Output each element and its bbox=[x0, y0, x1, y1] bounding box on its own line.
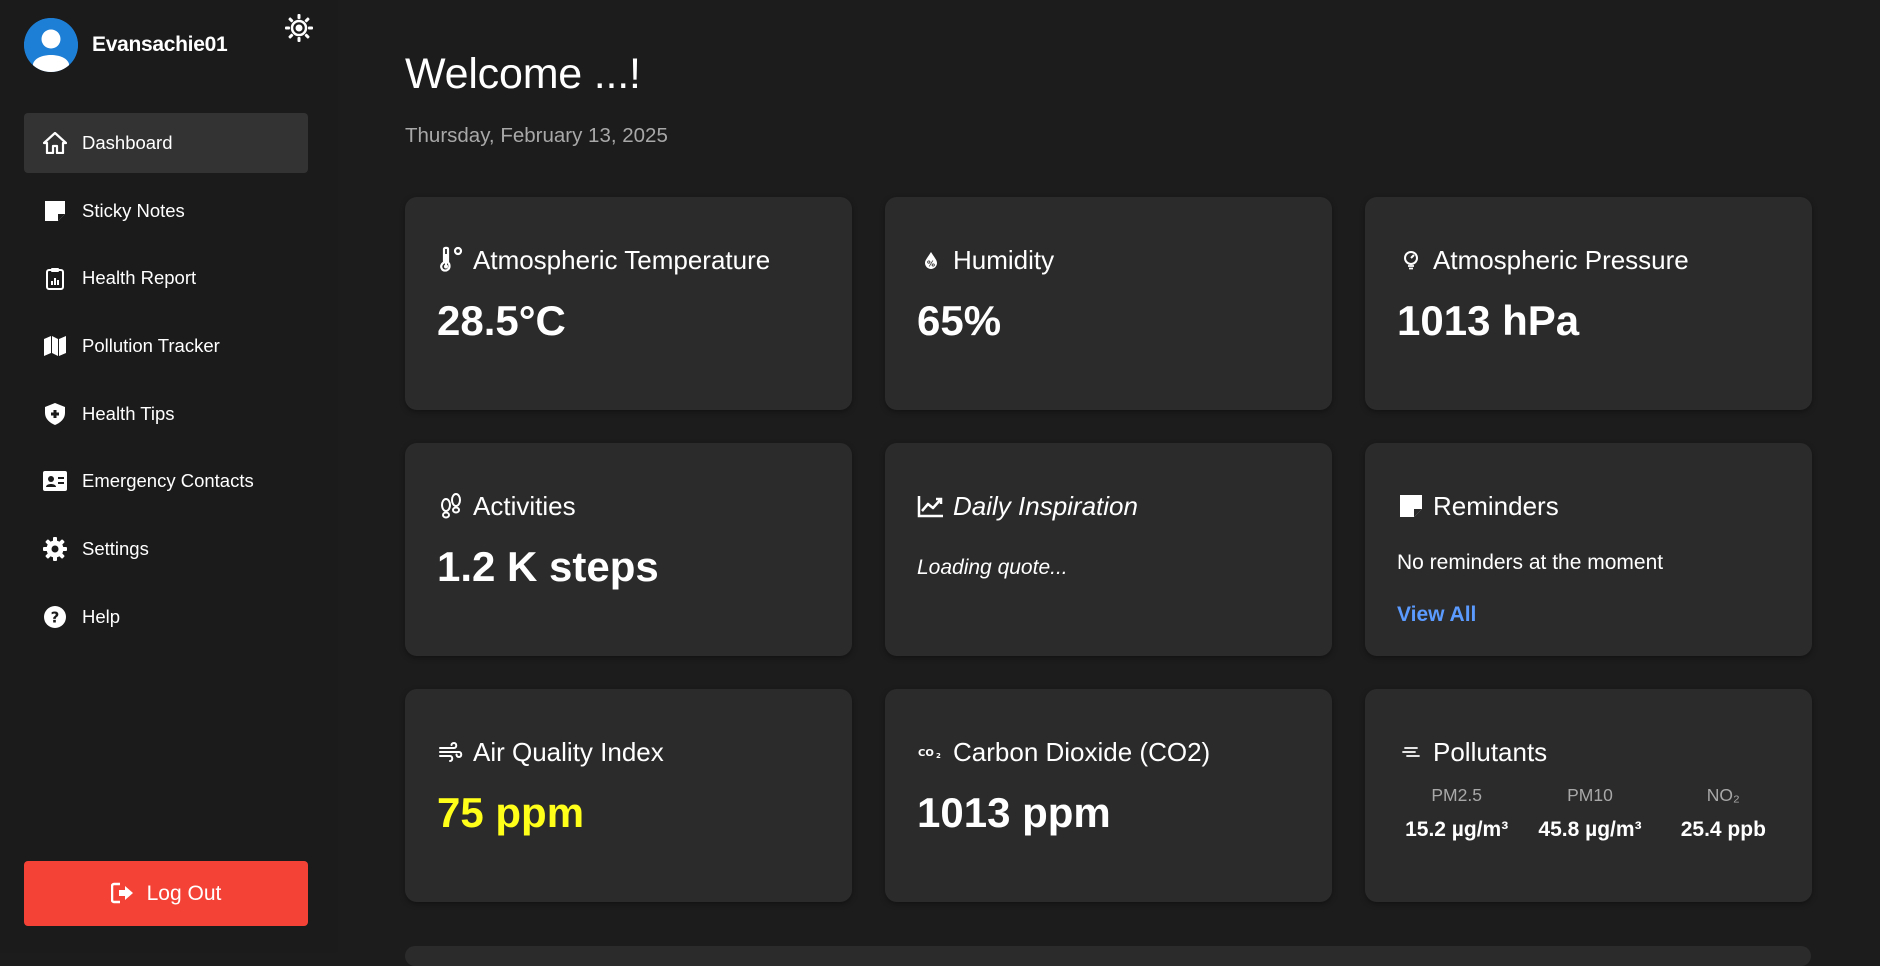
inspiration-card: Daily Inspiration Loading quote... bbox=[885, 443, 1332, 656]
gauge-icon bbox=[1397, 246, 1425, 274]
sidebar-item-label: Settings bbox=[82, 538, 149, 560]
card-title: Daily Inspiration bbox=[953, 490, 1138, 521]
sticky-note-icon bbox=[43, 199, 67, 223]
pollutants-list: PM2.5 15.2 µg/m³ PM10 45.8 µg/m³ NO₂ 25.… bbox=[1390, 785, 1790, 842]
contact-card-icon bbox=[43, 469, 67, 493]
sidebar-item-settings[interactable]: Settings bbox=[24, 519, 308, 579]
sidebar-item-pollution-tracker[interactable]: Pollution Tracker bbox=[24, 316, 308, 376]
pollutant-value: 45.8 µg/m³ bbox=[1538, 818, 1642, 841]
aqi-value: 75 ppm bbox=[437, 789, 585, 836]
sidebar-item-health-tips[interactable]: Health Tips bbox=[24, 384, 308, 444]
user-avatar-icon bbox=[24, 18, 78, 72]
svg-text:%: % bbox=[927, 260, 935, 269]
pollutant-name: PM2.5 bbox=[1431, 785, 1482, 805]
temperature-value: 28.5°C bbox=[437, 297, 566, 344]
pollutant-name: PM10 bbox=[1567, 785, 1613, 805]
sidebar-nav: Dashboard Sticky Notes Health Report Pol… bbox=[24, 113, 308, 655]
pollutant-item: PM2.5 15.2 µg/m³ bbox=[1390, 785, 1523, 842]
pollutants-card: Pollutants PM2.5 15.2 µg/m³ PM10 45.8 µg… bbox=[1365, 689, 1812, 902]
sidebar-item-label: Dashboard bbox=[82, 132, 173, 153]
humidity-card: % Humidity 65% bbox=[885, 197, 1332, 410]
sidebar-item-sticky-notes[interactable]: Sticky Notes bbox=[24, 181, 308, 241]
temperature-card: Atmospheric Temperature 28.5°C bbox=[405, 197, 852, 410]
trending-chart-icon bbox=[917, 492, 945, 520]
logout-button[interactable]: Log Out bbox=[24, 861, 308, 926]
next-card-edge bbox=[405, 946, 1811, 966]
help-circle-icon: ? bbox=[43, 605, 67, 629]
user-profile[interactable]: Evansachie01 bbox=[24, 18, 228, 72]
sidebar-item-label: Health Report bbox=[82, 267, 197, 289]
map-icon bbox=[43, 334, 67, 358]
card-title: Air Quality Index bbox=[473, 736, 664, 767]
card-title: Carbon Dioxide (CO2) bbox=[953, 736, 1211, 767]
card-title: Reminders bbox=[1433, 490, 1559, 521]
card-title: Atmospheric Pressure bbox=[1433, 244, 1689, 275]
pollutant-item: NO₂ 25.4 ppb bbox=[1657, 785, 1790, 842]
steps-value: 1.2 K steps bbox=[437, 543, 659, 590]
footprints-icon bbox=[437, 492, 465, 520]
co2-value: 1013 ppm bbox=[917, 789, 1111, 836]
sidebar-item-label: Help bbox=[82, 605, 121, 627]
co2-card: CO 2 Carbon Dioxide (CO2) 1013 ppm bbox=[885, 689, 1332, 902]
wind-icon bbox=[437, 738, 465, 766]
activities-card: Activities 1.2 K steps bbox=[405, 443, 852, 656]
co2-icon: CO 2 bbox=[917, 738, 945, 766]
humidity-value: 65% bbox=[917, 297, 1002, 344]
sidebar-item-label: Pollution Tracker bbox=[82, 335, 220, 357]
sign-out-icon bbox=[110, 882, 135, 906]
pollutant-name: NO₂ bbox=[1706, 785, 1740, 805]
svg-text:2: 2 bbox=[936, 752, 941, 760]
air-quality-card: Air Quality Index 75 ppm bbox=[405, 689, 852, 902]
svg-text:?: ? bbox=[51, 608, 60, 626]
sidebar-item-help[interactable]: ? Help bbox=[24, 587, 308, 647]
pollutant-value: 25.4 ppb bbox=[1680, 818, 1766, 841]
current-date: Thursday, February 13, 2025 bbox=[405, 124, 668, 147]
theme-toggle-button[interactable] bbox=[284, 13, 314, 43]
quote-text: Loading quote... bbox=[917, 556, 1068, 579]
pressure-card: Atmospheric Pressure 1013 hPa bbox=[1365, 197, 1812, 410]
thermometer-icon bbox=[437, 246, 465, 274]
card-title: Atmospheric Temperature bbox=[473, 244, 771, 275]
logout-label: Log Out bbox=[146, 881, 222, 905]
sidebar-item-emergency-contacts[interactable]: Emergency Contacts bbox=[24, 451, 308, 511]
avatar[interactable] bbox=[24, 18, 78, 72]
reminders-card: Reminders No reminders at the moment Vie… bbox=[1365, 443, 1812, 656]
view-all-link[interactable]: View All bbox=[1397, 603, 1477, 626]
sidebar-item-label: Sticky Notes bbox=[82, 199, 185, 221]
clipboard-icon bbox=[43, 266, 67, 290]
shield-icon bbox=[43, 402, 67, 426]
pollutant-item: PM10 45.8 µg/m³ bbox=[1523, 785, 1656, 842]
sidebar-item-health-report[interactable]: Health Report bbox=[24, 248, 308, 308]
reminders-empty-text: No reminders at the moment bbox=[1397, 551, 1664, 574]
pollutant-value: 15.2 µg/m³ bbox=[1405, 818, 1509, 841]
sticky-note-icon bbox=[1397, 492, 1425, 520]
smog-icon bbox=[1397, 738, 1425, 766]
sidebar-item-label: Health Tips bbox=[82, 402, 175, 424]
sidebar-item-dashboard[interactable]: Dashboard bbox=[24, 113, 308, 173]
username: Evansachie01 bbox=[92, 33, 228, 56]
sidebar: Evansachie01 Dashboard bbox=[0, 0, 338, 953]
card-title: Humidity bbox=[953, 244, 1055, 275]
gear-icon bbox=[43, 537, 67, 562]
page-title: Welcome ...! bbox=[405, 50, 641, 98]
card-title: Activities bbox=[473, 490, 576, 521]
sidebar-item-label: Emergency Contacts bbox=[82, 470, 254, 492]
pressure-value: 1013 hPa bbox=[1397, 297, 1580, 344]
water-drop-icon: % bbox=[917, 246, 945, 274]
home-icon bbox=[43, 131, 67, 155]
sun-icon bbox=[285, 14, 313, 42]
card-title: Pollutants bbox=[1433, 736, 1548, 767]
svg-text:CO: CO bbox=[918, 748, 934, 759]
